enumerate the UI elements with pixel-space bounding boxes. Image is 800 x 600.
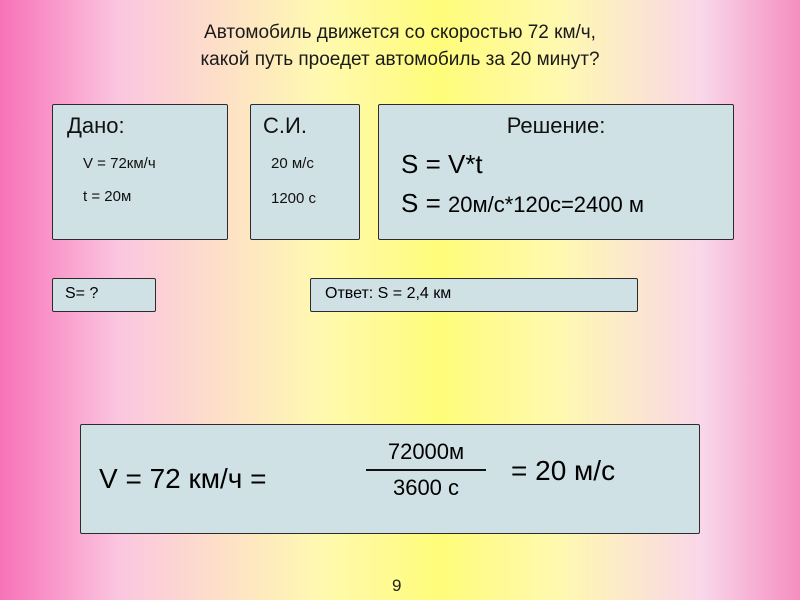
fraction-numerator: 72000м bbox=[351, 439, 501, 465]
given-heading: Дано: bbox=[67, 113, 213, 139]
given-v: V = 72км/ч bbox=[83, 155, 213, 172]
find-text: S= ? bbox=[65, 285, 98, 302]
answer-text: Ответ: S = 2,4 км bbox=[325, 285, 451, 302]
fraction-denominator: 3600 с bbox=[351, 475, 501, 501]
equation-1: S = V*t bbox=[401, 149, 717, 180]
conversion-fraction: 72000м 3600 с bbox=[351, 439, 501, 501]
eq2-left: S = bbox=[401, 188, 448, 218]
conversion-left: V = 72 км/ч = bbox=[99, 463, 267, 495]
title-line-2: какой путь проедет автомобиль за 20 мину… bbox=[200, 49, 599, 70]
problem-title: Автомобиль движется со скоростью 72 км/ч… bbox=[0, 20, 800, 73]
solution-heading: Решение: bbox=[395, 113, 717, 139]
si-t: 1200 с bbox=[271, 190, 347, 207]
si-box: С.И. 20 м/с 1200 с bbox=[250, 104, 360, 240]
eq2-right: 20м/с*120с=2400 м bbox=[448, 192, 644, 217]
conversion-right: = 20 м/с bbox=[511, 455, 615, 487]
given-t: t = 20м bbox=[83, 188, 213, 205]
solution-box: Решение: S = V*t S = 20м/с*120с=2400 м bbox=[378, 104, 734, 240]
conversion-box: V = 72 км/ч = 72000м 3600 с = 20 м/с bbox=[80, 424, 700, 534]
equation-2: S = 20м/с*120с=2400 м bbox=[401, 188, 717, 219]
title-line-1: Автомобиль движется со скоростью 72 км/ч… bbox=[204, 22, 596, 43]
si-heading: С.И. bbox=[263, 113, 347, 139]
given-box: Дано: V = 72км/ч t = 20м bbox=[52, 104, 228, 240]
answer-box: Ответ: S = 2,4 км bbox=[310, 278, 638, 312]
find-box: S= ? bbox=[52, 278, 156, 312]
fraction-line bbox=[366, 469, 486, 471]
si-v: 20 м/с bbox=[271, 155, 347, 172]
page-number: 9 bbox=[392, 576, 401, 596]
